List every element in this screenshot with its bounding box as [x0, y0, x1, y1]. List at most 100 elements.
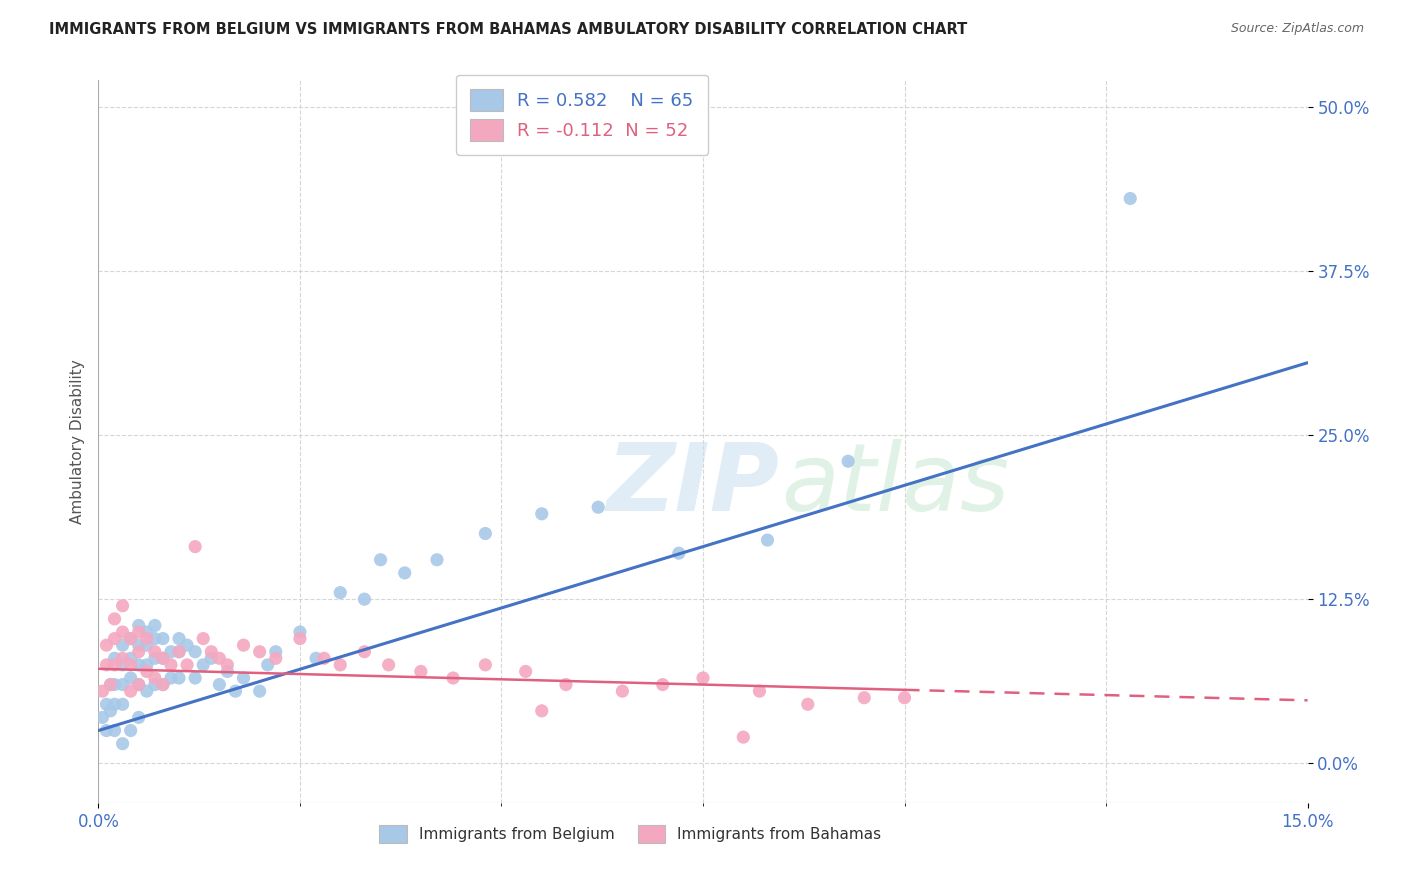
- Point: [208, 651, 231, 665]
- Point: [176, 657, 198, 672]
- Point: [96, 723, 118, 738]
- Point: [111, 657, 134, 672]
- Point: [692, 671, 714, 685]
- Point: [152, 677, 174, 691]
- Point: [474, 526, 496, 541]
- Point: [249, 645, 271, 659]
- Point: [353, 645, 375, 659]
- Point: [555, 677, 578, 691]
- Point: [651, 677, 673, 691]
- Point: [120, 671, 142, 685]
- Point: [143, 651, 166, 665]
- Point: [232, 671, 254, 685]
- Point: [100, 677, 122, 691]
- Point: [612, 684, 634, 698]
- Point: [167, 645, 190, 659]
- Point: [135, 632, 157, 646]
- Point: [797, 698, 820, 712]
- Point: [200, 645, 222, 659]
- Point: [377, 657, 399, 672]
- Point: [128, 710, 150, 724]
- Point: [128, 618, 150, 632]
- Point: [200, 651, 222, 665]
- Point: [120, 651, 142, 665]
- Point: [111, 599, 134, 613]
- Point: [530, 704, 553, 718]
- Point: [120, 632, 142, 646]
- Point: [314, 651, 336, 665]
- Point: [152, 651, 174, 665]
- Point: [135, 657, 157, 672]
- Point: [160, 657, 183, 672]
- Point: [111, 698, 134, 712]
- Point: [103, 677, 125, 691]
- Point: [329, 657, 352, 672]
- Legend: Immigrants from Belgium, Immigrants from Bahamas: Immigrants from Belgium, Immigrants from…: [373, 819, 887, 849]
- Point: [668, 546, 690, 560]
- Point: [152, 632, 174, 646]
- Point: [103, 657, 125, 672]
- Point: [143, 618, 166, 632]
- Point: [409, 665, 432, 679]
- Point: [128, 625, 150, 640]
- Point: [111, 737, 134, 751]
- Text: IMMIGRANTS FROM BELGIUM VS IMMIGRANTS FROM BAHAMAS AMBULATORY DISABILITY CORRELA: IMMIGRANTS FROM BELGIUM VS IMMIGRANTS FR…: [49, 22, 967, 37]
- Point: [128, 677, 150, 691]
- Point: [96, 638, 118, 652]
- Point: [167, 645, 190, 659]
- Point: [91, 684, 114, 698]
- Point: [329, 585, 352, 599]
- Point: [515, 665, 537, 679]
- Point: [224, 684, 246, 698]
- Point: [111, 677, 134, 691]
- Point: [111, 638, 134, 652]
- Point: [733, 730, 755, 744]
- Point: [128, 657, 150, 672]
- Point: [135, 638, 157, 652]
- Point: [143, 632, 166, 646]
- Point: [120, 684, 142, 698]
- Y-axis label: Ambulatory Disability: Ambulatory Disability: [69, 359, 84, 524]
- Point: [426, 553, 449, 567]
- Point: [143, 671, 166, 685]
- Point: [160, 671, 183, 685]
- Point: [135, 665, 157, 679]
- Point: [135, 625, 157, 640]
- Point: [193, 657, 215, 672]
- Point: [167, 671, 190, 685]
- Point: [91, 710, 114, 724]
- Point: [370, 553, 392, 567]
- Point: [232, 638, 254, 652]
- Point: [853, 690, 876, 705]
- Point: [143, 645, 166, 659]
- Point: [756, 533, 779, 547]
- Point: [103, 698, 125, 712]
- Point: [193, 632, 215, 646]
- Point: [586, 500, 609, 515]
- Text: ZIP: ZIP: [606, 439, 779, 531]
- Point: [184, 645, 207, 659]
- Point: [474, 657, 496, 672]
- Point: [120, 657, 142, 672]
- Point: [1119, 192, 1142, 206]
- Point: [152, 651, 174, 665]
- Point: [217, 665, 239, 679]
- Point: [208, 677, 231, 691]
- Point: [530, 507, 553, 521]
- Point: [176, 638, 198, 652]
- Point: [167, 632, 190, 646]
- Point: [256, 657, 278, 672]
- Point: [288, 625, 311, 640]
- Point: [217, 657, 239, 672]
- Point: [264, 645, 287, 659]
- Point: [184, 540, 207, 554]
- Text: atlas: atlas: [782, 440, 1010, 531]
- Point: [96, 657, 118, 672]
- Point: [353, 592, 375, 607]
- Point: [111, 625, 134, 640]
- Point: [160, 645, 183, 659]
- Point: [288, 632, 311, 646]
- Point: [103, 632, 125, 646]
- Point: [100, 704, 122, 718]
- Point: [152, 677, 174, 691]
